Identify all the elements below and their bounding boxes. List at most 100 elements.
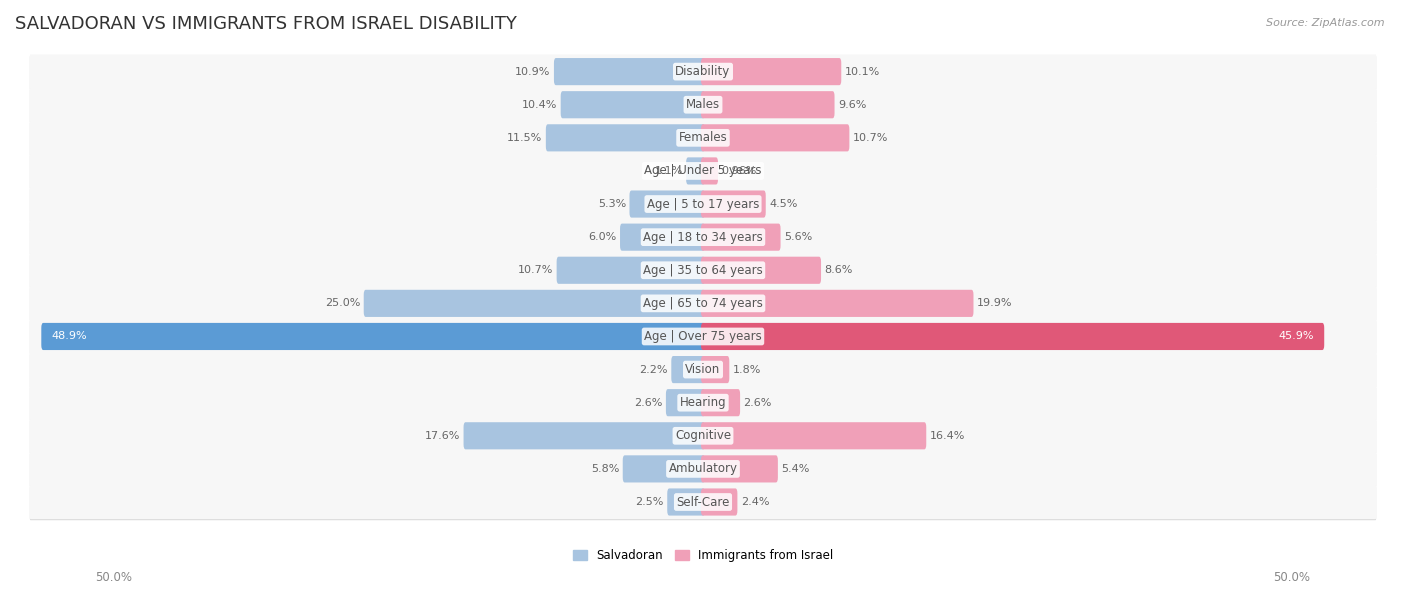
Text: 6.0%: 6.0% [589, 232, 617, 242]
Text: Source: ZipAtlas.com: Source: ZipAtlas.com [1267, 18, 1385, 28]
FancyBboxPatch shape [546, 124, 704, 151]
Text: 5.4%: 5.4% [782, 464, 810, 474]
FancyBboxPatch shape [702, 157, 718, 184]
Text: 45.9%: 45.9% [1278, 332, 1315, 341]
FancyBboxPatch shape [702, 91, 835, 118]
FancyBboxPatch shape [30, 155, 1376, 189]
FancyBboxPatch shape [554, 58, 704, 85]
FancyBboxPatch shape [30, 154, 1376, 188]
Text: 5.8%: 5.8% [591, 464, 620, 474]
Text: 1.8%: 1.8% [733, 365, 761, 375]
Text: 50.0%: 50.0% [96, 572, 132, 584]
Text: 2.6%: 2.6% [634, 398, 662, 408]
FancyBboxPatch shape [666, 389, 704, 416]
FancyBboxPatch shape [30, 286, 1376, 321]
FancyBboxPatch shape [30, 88, 1376, 122]
FancyBboxPatch shape [30, 420, 1376, 454]
Text: Disability: Disability [675, 65, 731, 78]
FancyBboxPatch shape [620, 223, 704, 251]
Text: 2.2%: 2.2% [640, 365, 668, 375]
FancyBboxPatch shape [623, 455, 704, 482]
Text: 2.5%: 2.5% [636, 497, 664, 507]
FancyBboxPatch shape [464, 422, 704, 449]
FancyBboxPatch shape [30, 89, 1376, 123]
Text: Age | 35 to 64 years: Age | 35 to 64 years [643, 264, 763, 277]
FancyBboxPatch shape [30, 353, 1376, 387]
FancyBboxPatch shape [702, 356, 730, 383]
Text: Age | Under 5 years: Age | Under 5 years [644, 165, 762, 177]
FancyBboxPatch shape [671, 356, 704, 383]
FancyBboxPatch shape [30, 419, 1376, 453]
Text: Age | 5 to 17 years: Age | 5 to 17 years [647, 198, 759, 211]
FancyBboxPatch shape [30, 386, 1376, 421]
FancyBboxPatch shape [702, 58, 841, 85]
Text: 4.5%: 4.5% [769, 199, 797, 209]
FancyBboxPatch shape [702, 389, 740, 416]
Text: Cognitive: Cognitive [675, 429, 731, 442]
Text: 5.6%: 5.6% [785, 232, 813, 242]
FancyBboxPatch shape [686, 157, 704, 184]
FancyBboxPatch shape [30, 486, 1376, 520]
Text: 25.0%: 25.0% [325, 299, 360, 308]
FancyBboxPatch shape [702, 488, 737, 515]
FancyBboxPatch shape [30, 122, 1376, 156]
FancyBboxPatch shape [30, 287, 1376, 321]
FancyBboxPatch shape [30, 453, 1376, 487]
Text: 0.96%: 0.96% [721, 166, 756, 176]
Text: Ambulatory: Ambulatory [668, 463, 738, 476]
FancyBboxPatch shape [702, 323, 1324, 350]
FancyBboxPatch shape [41, 323, 704, 350]
Text: Vision: Vision [685, 363, 721, 376]
Text: Males: Males [686, 98, 720, 111]
Legend: Salvadoran, Immigrants from Israel: Salvadoran, Immigrants from Israel [568, 545, 838, 567]
FancyBboxPatch shape [702, 124, 849, 151]
FancyBboxPatch shape [30, 187, 1376, 222]
Text: 48.9%: 48.9% [52, 332, 87, 341]
FancyBboxPatch shape [30, 221, 1376, 255]
FancyBboxPatch shape [702, 190, 766, 218]
Text: 16.4%: 16.4% [929, 431, 965, 441]
FancyBboxPatch shape [30, 353, 1376, 388]
Text: SALVADORAN VS IMMIGRANTS FROM ISRAEL DISABILITY: SALVADORAN VS IMMIGRANTS FROM ISRAEL DIS… [15, 15, 517, 33]
Text: 10.7%: 10.7% [517, 265, 553, 275]
FancyBboxPatch shape [30, 220, 1376, 255]
FancyBboxPatch shape [702, 223, 780, 251]
Text: Age | 65 to 74 years: Age | 65 to 74 years [643, 297, 763, 310]
FancyBboxPatch shape [30, 485, 1376, 519]
FancyBboxPatch shape [668, 488, 704, 515]
Text: 2.4%: 2.4% [741, 497, 769, 507]
Text: 17.6%: 17.6% [425, 431, 460, 441]
Text: 10.4%: 10.4% [522, 100, 557, 110]
Text: 1.1%: 1.1% [655, 166, 683, 176]
FancyBboxPatch shape [561, 91, 704, 118]
FancyBboxPatch shape [702, 256, 821, 284]
FancyBboxPatch shape [557, 256, 704, 284]
FancyBboxPatch shape [30, 386, 1376, 420]
FancyBboxPatch shape [30, 320, 1376, 355]
Text: 11.5%: 11.5% [508, 133, 543, 143]
Text: 2.6%: 2.6% [744, 398, 772, 408]
Text: 9.6%: 9.6% [838, 100, 866, 110]
Text: 5.3%: 5.3% [598, 199, 626, 209]
FancyBboxPatch shape [30, 121, 1376, 155]
FancyBboxPatch shape [702, 290, 973, 317]
FancyBboxPatch shape [30, 452, 1376, 486]
Text: Age | Over 75 years: Age | Over 75 years [644, 330, 762, 343]
Text: 8.6%: 8.6% [824, 265, 853, 275]
Text: Females: Females [679, 132, 727, 144]
FancyBboxPatch shape [630, 190, 704, 218]
FancyBboxPatch shape [702, 422, 927, 449]
Text: Age | 18 to 34 years: Age | 18 to 34 years [643, 231, 763, 244]
Text: Hearing: Hearing [679, 396, 727, 409]
FancyBboxPatch shape [30, 253, 1376, 288]
Text: 10.9%: 10.9% [515, 67, 551, 76]
FancyBboxPatch shape [30, 319, 1376, 354]
FancyBboxPatch shape [364, 290, 704, 317]
FancyBboxPatch shape [30, 254, 1376, 288]
FancyBboxPatch shape [30, 188, 1376, 222]
Text: 19.9%: 19.9% [977, 299, 1012, 308]
Text: Self-Care: Self-Care [676, 496, 730, 509]
Text: 10.7%: 10.7% [853, 133, 889, 143]
FancyBboxPatch shape [30, 54, 1376, 89]
FancyBboxPatch shape [30, 56, 1376, 90]
